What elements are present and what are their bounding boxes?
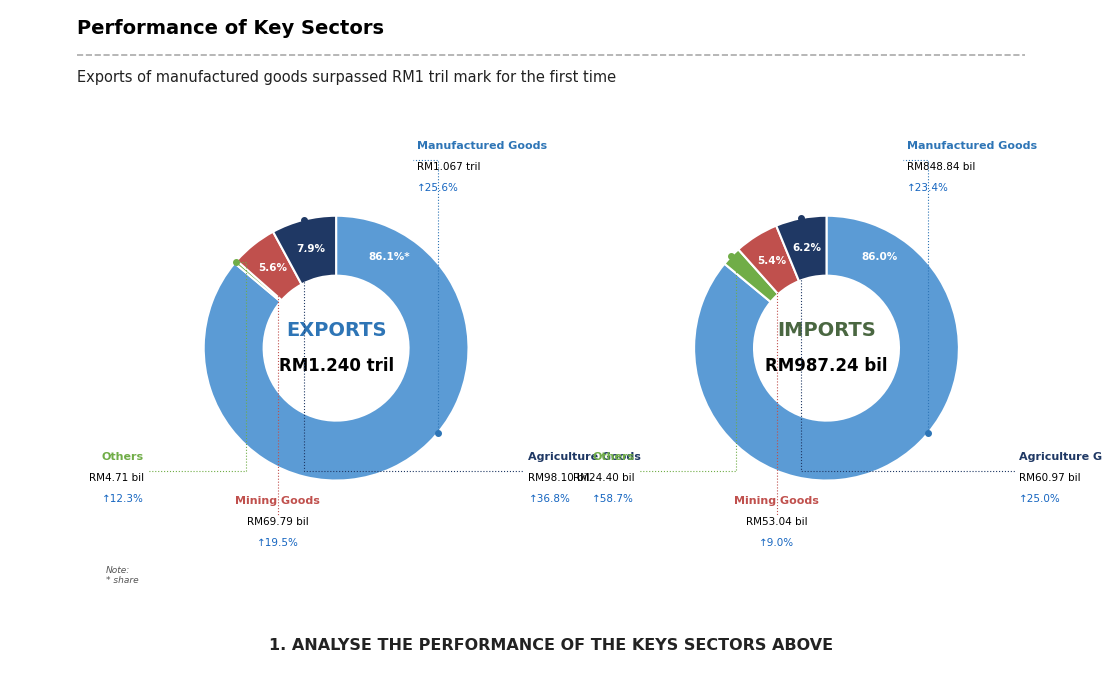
Text: Mining Goods: Mining Goods: [236, 496, 321, 506]
Text: 6.2%: 6.2%: [792, 243, 821, 253]
Text: 86.0%: 86.0%: [861, 252, 897, 262]
Text: Exports of manufactured goods surpassed RM1 tril mark for the first time: Exports of manufactured goods surpassed …: [77, 70, 616, 85]
Text: Manufactured Goods: Manufactured Goods: [907, 141, 1037, 151]
Text: Manufactured Goods: Manufactured Goods: [417, 141, 547, 151]
Text: Others: Others: [592, 452, 634, 462]
Text: ↑23.4%: ↑23.4%: [907, 183, 949, 193]
Text: 1. ANALYSE THE PERFORMANCE OF THE KEYS SECTORS ABOVE: 1. ANALYSE THE PERFORMANCE OF THE KEYS S…: [269, 638, 833, 653]
Text: 86.1%*: 86.1%*: [368, 252, 410, 262]
Text: 7.9%: 7.9%: [296, 244, 325, 254]
Wedge shape: [776, 216, 826, 281]
Text: Performance of Key Sectors: Performance of Key Sectors: [77, 19, 385, 38]
Wedge shape: [738, 226, 799, 294]
Text: Mining Goods: Mining Goods: [735, 496, 820, 506]
Text: ↑58.7%: ↑58.7%: [592, 493, 634, 504]
Text: RM60.97 bil: RM60.97 bil: [1019, 473, 1080, 483]
Wedge shape: [237, 232, 302, 300]
Text: 5.4%: 5.4%: [757, 256, 787, 266]
Text: Others: Others: [101, 452, 143, 462]
Text: Agriculture Goods: Agriculture Goods: [529, 452, 641, 462]
Text: RM987.24 bil: RM987.24 bil: [765, 357, 888, 375]
Text: IMPORTS: IMPORTS: [777, 320, 876, 339]
Text: RM1.067 tril: RM1.067 tril: [417, 162, 480, 172]
Text: Note:
* share: Note: * share: [106, 566, 139, 585]
Text: RM98.10 bil: RM98.10 bil: [529, 473, 590, 483]
Wedge shape: [694, 216, 959, 481]
Text: RM69.79 bil: RM69.79 bil: [247, 517, 309, 527]
Text: ↑36.8%: ↑36.8%: [529, 493, 571, 504]
Text: RM4.71 bil: RM4.71 bil: [88, 473, 143, 483]
Text: ↑25.6%: ↑25.6%: [417, 183, 458, 193]
Wedge shape: [204, 216, 468, 481]
Text: RM53.04 bil: RM53.04 bil: [746, 517, 808, 527]
Text: ↑9.0%: ↑9.0%: [759, 538, 795, 548]
Text: RM1.240 tril: RM1.240 tril: [279, 357, 393, 375]
Wedge shape: [235, 260, 282, 301]
Text: ↑19.5%: ↑19.5%: [257, 538, 299, 548]
Wedge shape: [724, 249, 778, 302]
Text: RM848.84 bil: RM848.84 bil: [907, 162, 975, 172]
Text: Agriculture Goods: Agriculture Goods: [1019, 452, 1102, 462]
Text: EXPORTS: EXPORTS: [285, 320, 387, 339]
Text: ↑25.0%: ↑25.0%: [1019, 493, 1060, 504]
Text: ↑12.3%: ↑12.3%: [101, 493, 143, 504]
Text: 5.6%: 5.6%: [258, 263, 287, 273]
Wedge shape: [273, 216, 336, 285]
Text: RM24.40 bil: RM24.40 bil: [573, 473, 634, 483]
